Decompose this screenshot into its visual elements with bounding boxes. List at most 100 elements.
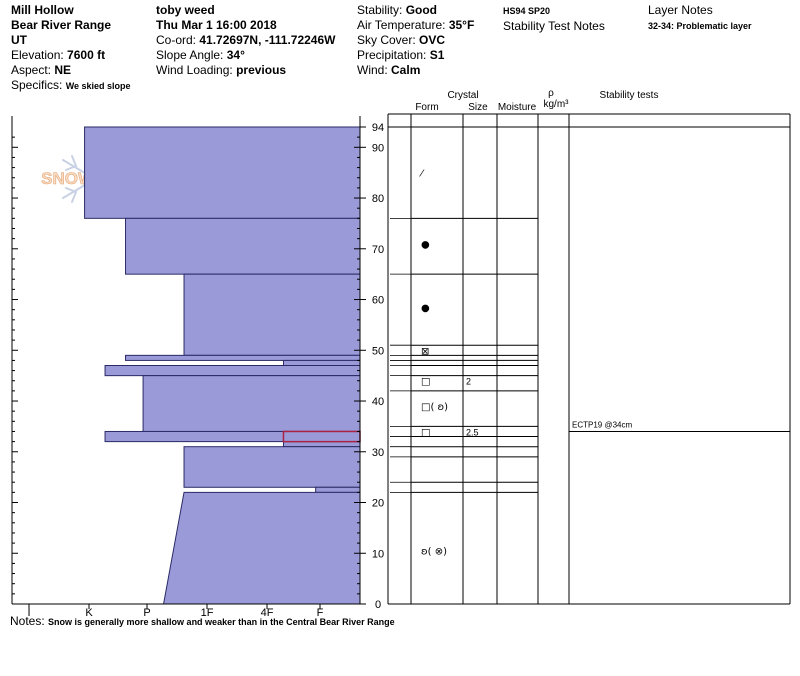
depth-tick-label: 10 (372, 548, 384, 560)
hardness-tick-label: 4F (261, 607, 274, 619)
sky-cover-label: Sky Cover: (357, 33, 420, 47)
hardness-layer-bar (162, 491, 361, 605)
grain-form-symbol: ● (421, 240, 430, 251)
header-layer-notes: Layer Notes 32-34: Problematic layer (648, 3, 752, 34)
stability-label: Stability: (357, 3, 406, 17)
observer-name: toby weed (156, 3, 215, 17)
depth-tick-label: 60 (372, 295, 384, 307)
location-name: Mill Hollow (11, 3, 74, 17)
moisture-header: Moisture (498, 102, 537, 113)
depth-tick-label: 30 (372, 447, 384, 459)
hardness-tick-label: P (143, 607, 150, 619)
sky-cover: Sky Cover: OVC (357, 33, 474, 48)
grain-form-symbol: □ (421, 427, 430, 438)
hardness-layer-bar (282, 359, 361, 367)
hardness-tick-label: I (27, 607, 30, 619)
coord-value: 41.72697N, -111.72246W (199, 33, 336, 47)
slope-angle: Slope Angle: 34° (156, 48, 335, 63)
hardness-profile (84, 126, 361, 605)
form-header: Form (415, 102, 438, 113)
hardness-layer-bar (125, 217, 361, 275)
precip-label: Precipitation: (357, 48, 430, 62)
hardness-layer-bar (282, 441, 361, 448)
air-temp-value: 35°F (448, 18, 475, 32)
wind-label: Wind: (357, 63, 392, 77)
hardness-layer-bar (142, 375, 361, 432)
header-conditions: Stability: Good Air Temperature: 35°F Sk… (357, 3, 474, 78)
hardness-layer-bar (104, 430, 361, 443)
grain-form-symbol: ʚ( ⊗) (421, 547, 447, 558)
observation-datetime: Thu Mar 1 16:00 2018 (156, 18, 277, 32)
problem-layer-note: 32-34: Problematic layer (648, 21, 752, 31)
hardness-layer-bar (183, 273, 361, 356)
header-tests: HS94 SP20 Stability Test Notes (503, 3, 605, 34)
grain-form-symbol: ⊠ (421, 346, 429, 357)
aspect-label: Aspect: (11, 63, 55, 77)
hardness-layer-bar (84, 126, 361, 219)
range-name: Bear River Range (11, 18, 112, 32)
grain-size-value: 2 (466, 377, 471, 387)
header-site: Mill Hollow Bear River Range UT Elevatio… (11, 3, 131, 94)
hardness-tick-label: K (85, 607, 93, 619)
stability-test-notes-title: Stability Test Notes (503, 19, 605, 33)
hardness-tick-label: 1F (201, 607, 214, 619)
stability: Stability: Good (357, 3, 474, 18)
notes: Notes: Snow is generally more shallow an… (10, 614, 395, 628)
depth-tick-label: 70 (372, 244, 384, 256)
size-header: Size (468, 102, 488, 113)
specifics-value: We skied slope (65, 81, 131, 91)
grain-form-symbol: ⁄ (419, 169, 425, 180)
air-temp-label: Air Temperature: (357, 18, 449, 32)
hardness-layer-bar (104, 365, 361, 377)
stability-value: Good (405, 3, 438, 17)
standard-code: HS94 SP20 (503, 6, 551, 16)
wind-value: Calm (391, 63, 421, 77)
aspect: Aspect: NE (11, 63, 131, 78)
depth-tick-label: 20 (372, 498, 384, 510)
precipitation: Precipitation: S1 (357, 48, 474, 63)
grain-form-symbol: ● (421, 303, 430, 314)
state-name: UT (11, 33, 27, 47)
layer-notes-title: Layer Notes (648, 3, 713, 17)
density-unit-header: kg/m³ (544, 99, 570, 110)
air-temperature: Air Temperature: 35°F (357, 18, 474, 33)
coordinates: Co-ord: 41.72697N, -111.72246W (156, 33, 335, 48)
depth-tick-label: 0 (375, 599, 381, 611)
hardness-layer-bar (125, 354, 361, 361)
notes-value: Snow is generally more shallow and weake… (48, 617, 395, 627)
grain-form-symbol: □ (421, 377, 430, 388)
crystal-header: Crystal (447, 90, 478, 101)
stability-test-label: ECTP19 @34cm (572, 420, 632, 429)
depth-tick-label: 50 (372, 345, 384, 357)
slope-label: Slope Angle: (156, 48, 227, 62)
precip-value: S1 (429, 48, 445, 62)
stability-tests-header: Stability tests (600, 90, 659, 101)
grain-size-value: 2.5 (466, 427, 479, 437)
layer-table: Crystal Form Size Moisture ρkg/m³ Stability t… (387, 88, 791, 605)
specifics: Specifics: We skied slope (11, 78, 131, 94)
wind-loading: Wind Loading: previous (156, 63, 335, 78)
depth-tick-label: 94 (372, 122, 384, 134)
elevation-value: 7600 ft (67, 48, 106, 62)
wind: Wind: Calm (357, 63, 474, 78)
density-symbol-header: ρ (548, 88, 554, 99)
grain-form-symbol: □( ʚ) (421, 402, 448, 413)
aspect-value: NE (54, 63, 72, 77)
header-observation: toby weed Thu Mar 1 16:00 2018 Co-ord: 4… (156, 3, 335, 78)
hardness-layer-bar (315, 486, 361, 493)
elevation: Elevation: 7600 ft (11, 48, 131, 63)
profile-axes: 0 10 20 30 40 50 60 70 80 90 94 I K P 1F 4F F (11, 116, 384, 619)
notes-label: Notes: (10, 614, 49, 628)
specifics-label: Specifics: (11, 78, 66, 92)
depth-tick-label: 80 (372, 193, 384, 205)
hardness-layer-bar (183, 446, 361, 488)
sky-cover-value: OVC (419, 33, 446, 47)
elevation-label: Elevation: (11, 48, 68, 62)
depth-tick-label: 90 (372, 142, 384, 154)
wind-loading-value: previous (236, 63, 287, 77)
hardness-tick-label: F (317, 607, 324, 619)
slope-value: 34° (226, 48, 245, 62)
coord-label: Co-ord: (156, 33, 200, 47)
wind-loading-label: Wind Loading: (156, 63, 237, 77)
